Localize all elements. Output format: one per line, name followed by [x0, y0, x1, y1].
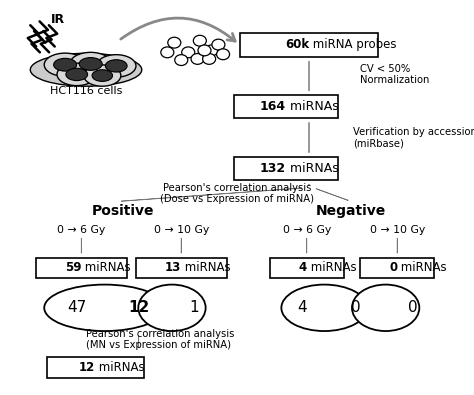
Text: miRNAs: miRNAs [286, 100, 338, 113]
Text: Verification by accession no.
(miRbase): Verification by accession no. (miRbase) [353, 127, 474, 148]
Text: miRNAs: miRNAs [307, 261, 356, 275]
Ellipse shape [30, 53, 142, 86]
Bar [240, 33, 377, 56]
Circle shape [202, 53, 216, 64]
Ellipse shape [352, 284, 419, 331]
Circle shape [191, 53, 204, 64]
Circle shape [198, 45, 211, 56]
Circle shape [217, 49, 229, 60]
Circle shape [161, 47, 174, 58]
Text: 59: 59 [65, 261, 82, 275]
Text: 0 → 10 Gy: 0 → 10 Gy [370, 226, 425, 235]
Circle shape [182, 47, 195, 58]
Text: 60k: 60k [285, 38, 309, 51]
Text: miRNA probes: miRNA probes [309, 38, 396, 51]
Ellipse shape [138, 284, 206, 331]
Ellipse shape [282, 284, 367, 331]
Ellipse shape [57, 63, 97, 86]
Text: 0: 0 [408, 300, 418, 315]
Text: 13: 13 [165, 261, 181, 275]
Text: IR: IR [51, 13, 65, 26]
Bar [234, 95, 338, 118]
Bar [270, 258, 344, 278]
Text: miRNAs: miRNAs [286, 162, 338, 175]
Ellipse shape [44, 53, 86, 76]
Ellipse shape [44, 284, 165, 331]
Ellipse shape [54, 58, 77, 71]
Text: miRNAs: miRNAs [397, 261, 447, 275]
Text: 12: 12 [128, 300, 149, 315]
Text: 0: 0 [351, 300, 360, 315]
Text: 1: 1 [190, 300, 199, 315]
Text: miRNAs: miRNAs [82, 261, 131, 275]
Ellipse shape [105, 60, 127, 72]
Ellipse shape [79, 58, 102, 70]
Text: Positive: Positive [92, 204, 155, 218]
Circle shape [205, 45, 218, 56]
Ellipse shape [70, 52, 111, 75]
Bar [46, 357, 144, 378]
Text: 164: 164 [260, 100, 286, 113]
Bar [234, 157, 338, 180]
Text: Negative: Negative [316, 204, 386, 218]
Circle shape [168, 37, 181, 48]
Circle shape [175, 55, 188, 66]
Bar [360, 258, 434, 278]
Text: Pearson's correlation analysis
(MN vs Expression of miRNA): Pearson's correlation analysis (MN vs Ex… [86, 329, 235, 350]
Ellipse shape [92, 70, 112, 81]
Text: 4: 4 [297, 300, 307, 315]
Text: 0 → 10 Gy: 0 → 10 Gy [154, 226, 209, 235]
Text: 4: 4 [299, 261, 307, 275]
Text: Pearson's correlation analysis
(Dose vs Expression of miRNA): Pearson's correlation analysis (Dose vs … [160, 183, 314, 205]
Bar [136, 258, 227, 278]
Text: CV < 50%
Normalization: CV < 50% Normalization [360, 64, 429, 85]
Text: 0 → 6 Gy: 0 → 6 Gy [57, 226, 106, 235]
Text: 47: 47 [67, 300, 86, 315]
Text: miRNAs: miRNAs [181, 261, 231, 275]
Text: 0 → 6 Gy: 0 → 6 Gy [283, 226, 331, 235]
Text: HCT116 cells: HCT116 cells [50, 86, 122, 96]
Bar [36, 258, 127, 278]
Circle shape [193, 35, 206, 46]
Ellipse shape [84, 65, 121, 86]
FancyArrowPatch shape [121, 18, 235, 41]
Text: miRNAs: miRNAs [95, 361, 145, 374]
Ellipse shape [66, 68, 88, 81]
Text: 12: 12 [79, 361, 95, 374]
Text: 0: 0 [389, 261, 397, 275]
Text: 132: 132 [260, 162, 286, 175]
Circle shape [212, 39, 225, 50]
Ellipse shape [97, 55, 136, 77]
